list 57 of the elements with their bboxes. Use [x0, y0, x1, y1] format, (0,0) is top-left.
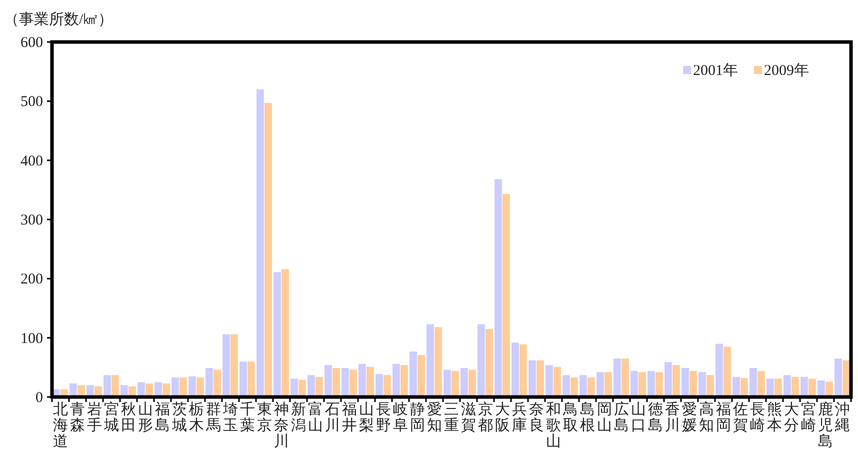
x-tick-label: 島根	[580, 401, 595, 434]
x-tick-label: 福岡	[716, 401, 731, 434]
x-tick-label: 静岡	[410, 401, 425, 434]
x-tick-label: 高知	[699, 401, 714, 434]
x-tick-label: 新潟	[291, 401, 306, 434]
y-tick-label: 600	[20, 35, 43, 51]
y-tick-label: 100	[20, 330, 43, 347]
x-tick-label: 香川	[665, 401, 680, 434]
y-axis-title: （事業所数/㎢）	[4, 11, 114, 28]
legend-label: 2009年	[764, 62, 809, 79]
x-tick-label: 群馬	[205, 401, 221, 434]
x-tick-label: 鳥取	[562, 401, 578, 434]
x-tick-label: 三重	[444, 402, 459, 434]
x-tick-label: 神奈川	[274, 401, 289, 450]
x-tick-label: 広島	[614, 401, 629, 434]
x-tick-label: 兵庫	[512, 401, 527, 434]
x-tick-label: 沖縄	[834, 401, 850, 434]
x-tick-label: 大阪	[495, 401, 510, 434]
x-tick-label: 岡山	[597, 402, 612, 434]
x-tick-label: 富山	[308, 401, 323, 434]
x-tick-label: 岩手	[87, 401, 102, 434]
x-tick-label: 山口	[631, 401, 646, 434]
x-tick-label: 山形	[138, 401, 153, 434]
x-tick-label: 千葉	[240, 401, 255, 434]
x-tick-label: 宮城	[103, 401, 119, 434]
x-tick-label: 愛知	[427, 401, 442, 434]
x-tick-label: 東京	[257, 401, 272, 434]
x-tick-label: 石川	[325, 402, 340, 434]
x-tick-label: 徳島	[648, 402, 663, 434]
x-tick-label: 佐賀	[733, 402, 748, 434]
x-tick-label: 熊本	[767, 401, 782, 434]
x-tick-label: 埼玉	[222, 401, 238, 434]
x-tick-label: 宮崎	[801, 401, 816, 434]
x-tick-label: 大分	[784, 401, 799, 434]
x-tick-label: 鹿児島	[818, 401, 833, 450]
x-tick-label: 滋賀	[461, 401, 476, 434]
y-tick-label: 0	[36, 390, 43, 406]
x-tick-label: 岐阜	[393, 401, 408, 434]
x-tick-label: 愛媛	[682, 401, 697, 434]
y-tick-label: 300	[20, 212, 43, 228]
x-tick-label: 秋田	[121, 401, 136, 434]
x-tick-label: 北海道	[53, 401, 68, 450]
x-tick-label: 京都	[478, 401, 493, 434]
x-tick-label: 長崎	[750, 402, 765, 434]
x-tick-label: 青森	[70, 401, 85, 434]
x-tick-label: 山梨	[359, 401, 374, 434]
y-tick-label: 500	[20, 94, 43, 110]
y-tick-label: 200	[20, 272, 43, 288]
x-tick-label: 長野	[376, 402, 391, 434]
x-tick-label: 栃木	[189, 401, 204, 434]
x-tick-label: 和歌山	[546, 401, 561, 450]
x-tick-label: 福井	[342, 401, 357, 434]
legend-label: 2001年	[693, 62, 738, 79]
x-tick-label: 福島	[155, 401, 170, 434]
x-tick-label: 茨城	[171, 401, 187, 434]
y-tick-label: 400	[20, 153, 43, 170]
x-tick-label: 奈良	[529, 402, 544, 434]
